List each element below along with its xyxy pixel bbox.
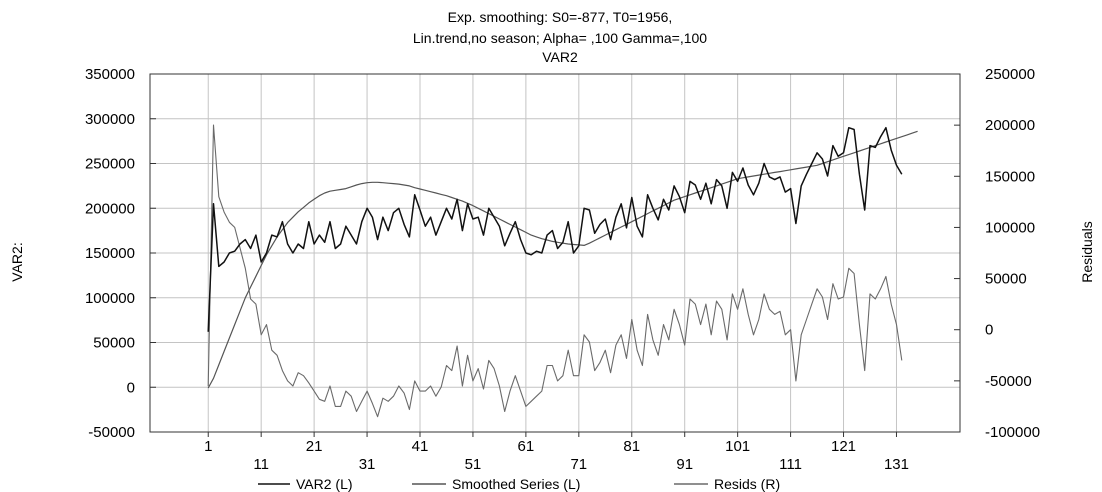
tick-label-right: 200000 xyxy=(985,117,1035,134)
series-layer xyxy=(207,124,918,418)
grid xyxy=(150,74,960,432)
tick-label-right: 250000 xyxy=(985,66,1035,83)
y-axis-label-left: VAR2: xyxy=(9,242,25,281)
tick-label-right: -50000 xyxy=(985,373,1032,390)
tick-label-left: 300000 xyxy=(85,111,135,128)
series-line-resids-r xyxy=(207,124,903,418)
chart-title-line-1: Exp. smoothing: S0=-877, T0=1956, xyxy=(448,9,673,25)
tick-label-x: 91 xyxy=(676,456,693,473)
tick-label-x: 131 xyxy=(884,456,909,473)
tick-label-left: 350000 xyxy=(85,66,135,83)
tick-label-x: 81 xyxy=(623,438,640,455)
tick-label-x: 51 xyxy=(465,456,482,473)
tick-label-x: 111 xyxy=(779,456,802,473)
tick-label-x: 41 xyxy=(412,438,429,455)
tick-label-right: -100000 xyxy=(985,424,1040,441)
tick-label-left: 0 xyxy=(127,379,135,396)
legend: VAR2 (L) Smoothed Series (L) Resids (R) xyxy=(258,476,780,492)
tick-label-left: 150000 xyxy=(85,245,135,262)
tick-label-right: 150000 xyxy=(985,168,1035,185)
left-axis: 350000 300000 250000 200000 150000 100000 5000… xyxy=(85,66,156,441)
tick-label-x: 1 xyxy=(204,438,212,455)
tick-label-left: 250000 xyxy=(85,156,135,173)
tick-label-x: 11 xyxy=(253,456,269,473)
legend-label-var2-l: VAR2 (L) xyxy=(296,476,353,492)
tick-label-right: 100000 xyxy=(985,219,1035,236)
tick-label-left: 50000 xyxy=(93,335,135,352)
tick-label-x: 61 xyxy=(518,438,535,455)
legend-label-smoothed-series-l: Smoothed Series (L) xyxy=(452,476,580,492)
tick-label-right: 0 xyxy=(985,322,993,339)
y-axis-label-right: Residuals xyxy=(1079,221,1095,282)
right-axis: 250000 200000 150000 100000 50000 0 -50000 -100… xyxy=(954,66,1040,441)
chart-title-line-3: VAR2 xyxy=(542,49,578,65)
tick-label-left: 100000 xyxy=(85,290,135,307)
tick-label-left: 200000 xyxy=(85,200,135,217)
tick-label-x: 21 xyxy=(306,438,323,455)
tick-label-x: 121 xyxy=(831,438,856,455)
legend-label-resids-r: Resids (R) xyxy=(714,476,780,492)
tick-label-x: 101 xyxy=(725,438,750,455)
series-line-var2-l xyxy=(207,126,903,332)
tick-label-x: 31 xyxy=(359,456,376,473)
tick-label-x: 71 xyxy=(570,456,587,473)
chart-title-line-2: Lin.trend,no season; Alpha= ,100 Gamma=,… xyxy=(413,30,707,46)
tick-label-left: -50000 xyxy=(88,424,135,441)
tick-label-right: 50000 xyxy=(985,271,1027,288)
